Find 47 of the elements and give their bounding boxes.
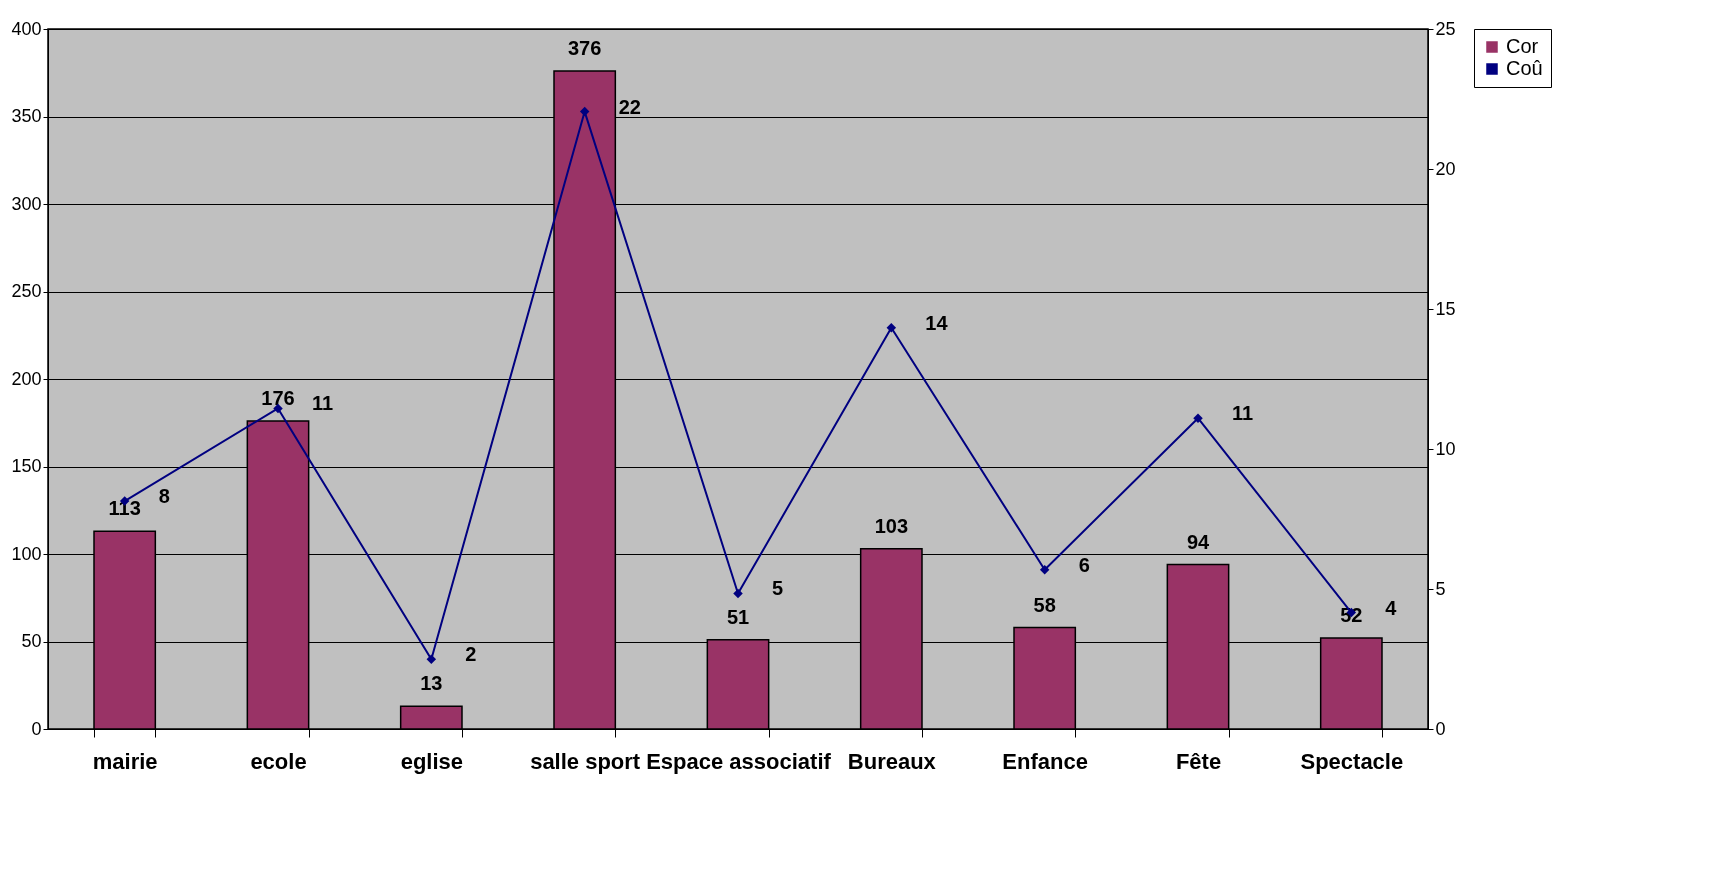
legend-label: Coû — [1506, 57, 1543, 79]
data-label: 13 — [420, 672, 443, 695]
point — [426, 654, 437, 665]
y2-tick-label: 15 — [1435, 298, 1456, 319]
x-tick-label: ecole — [250, 748, 307, 774]
data-label: 2 — [465, 643, 477, 666]
x-tick-label: Espace associatif — [646, 748, 832, 774]
y2-tick-label: 25 — [1435, 18, 1456, 39]
x-tick-label: salle sport — [530, 748, 641, 774]
data-label: 11 — [312, 392, 334, 415]
legend-label: Cor — [1506, 35, 1539, 57]
point — [886, 323, 897, 333]
data-label: 11 — [1232, 402, 1254, 425]
y-tick-label: 300 — [11, 193, 42, 214]
x-tick-label: eglise — [400, 748, 464, 774]
point — [733, 588, 743, 599]
data-label: 58 — [1033, 593, 1056, 616]
y2-tick-label: 5 — [1435, 578, 1446, 599]
data-label: 51 — [726, 605, 750, 628]
data-label: 5 — [772, 577, 784, 600]
y-tick-label: 200 — [11, 368, 42, 389]
x-tick-label: mairie — [92, 748, 158, 774]
data-label: 6 — [1078, 553, 1090, 576]
y-tick-label: 400 — [11, 18, 42, 39]
y2-tick-label: 10 — [1435, 438, 1456, 459]
y-tick-label: 100 — [11, 543, 42, 564]
data-label: 94 — [1186, 530, 1210, 553]
x-tick-label: Bureaux — [847, 748, 937, 774]
y2-tick-label: 20 — [1435, 158, 1456, 179]
y-tick-label: 350 — [11, 106, 42, 126]
point — [1039, 564, 1050, 575]
x-tick-label: Spectacle — [1300, 748, 1404, 774]
y-tick-label: 250 — [11, 281, 42, 301]
y-tick-label: 0 — [31, 718, 42, 739]
y-tick-label: 150 — [11, 456, 42, 476]
data-label: 176 — [261, 387, 295, 409]
y-tick-label: 50 — [21, 631, 42, 651]
x-tick-label: Enfance — [1002, 748, 1088, 774]
data-label: 22 — [618, 95, 641, 118]
point — [579, 106, 590, 117]
y2-tick-label: 0 — [1435, 718, 1446, 739]
data-label: 4 — [1385, 596, 1398, 619]
data-label: 14 — [925, 311, 949, 334]
data-label: 8 — [158, 485, 170, 508]
data-label: 376 — [567, 37, 602, 59]
x-tick-label: Fête — [1175, 748, 1222, 774]
data-label: 103 — [874, 514, 909, 537]
